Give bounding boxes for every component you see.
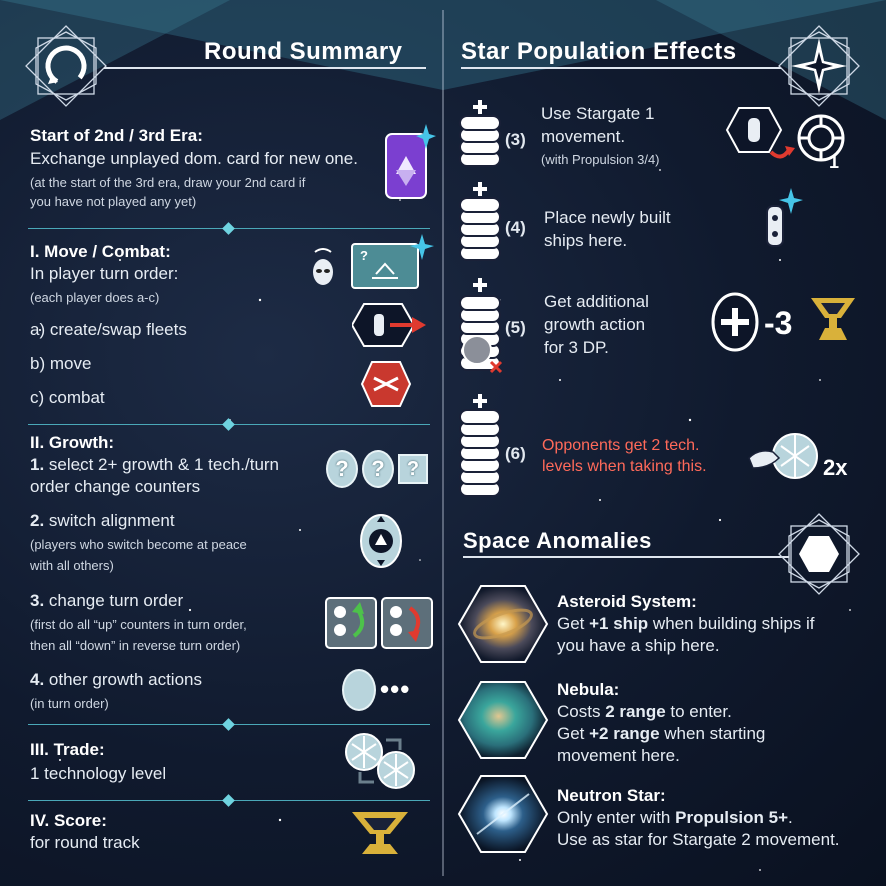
round-summary-title: Round Summary	[204, 38, 403, 65]
step-c-combat: c) combat	[30, 388, 105, 407]
growth-step-3: 3. change turn order	[30, 591, 184, 610]
round-summary-panel: Round Summary Start of 2nd / 3rd Era: Ex…	[0, 0, 442, 886]
nebula-title: Nebula:	[557, 680, 620, 699]
compass-star-icon	[778, 25, 860, 107]
star-population-title: Star Population Effects	[461, 38, 737, 65]
growth-counter-icon: ?	[362, 450, 394, 488]
space-anomalies-title: Space Anomalies	[463, 528, 652, 553]
svg-text:?: ?	[360, 248, 368, 263]
growth-step-2-note-2: with all others)	[30, 558, 114, 573]
move-combat-note: (each player does a-c)	[30, 290, 160, 305]
score-trophy-icon	[352, 812, 408, 854]
asteroid-system-line-2: you have a ship here.	[557, 636, 720, 655]
nebula-line-3: movement here.	[557, 746, 680, 765]
start-era-note-1: (at the start of the 3rd era, draw your …	[30, 175, 306, 190]
nebula-line-1: Costs 2 range to enter.	[557, 702, 732, 721]
trade-title: III. Trade:	[30, 740, 105, 759]
pop-5-line-2: growth action	[544, 315, 646, 334]
trade-text: 1 technology level	[30, 764, 167, 783]
separator-diamond	[222, 718, 235, 731]
header-underline	[461, 67, 781, 69]
population-stack-icon	[459, 278, 503, 374]
growth-step-2-note-1: (players who switch become at peace	[30, 537, 247, 552]
create-swap-fleets-icon	[352, 303, 426, 347]
separator-diamond	[222, 222, 235, 235]
step-b-move: b) move	[30, 354, 92, 373]
neutron-star-line-1: Only enter with Propulsion 5+.	[557, 808, 793, 827]
pop-3-line-1: Use Stargate 1	[541, 104, 655, 123]
pop-6-line-2: levels when taking this.	[542, 458, 707, 475]
population-stack-icon	[459, 100, 501, 167]
hexagon-anomaly-icon	[778, 513, 860, 595]
neutron-star-title: Neutron Star:	[557, 786, 666, 805]
growth-step-1-line-2: order change counters	[30, 477, 201, 496]
growth-step-4-note: (in turn order)	[30, 696, 109, 711]
round-cycle-icon	[25, 25, 107, 107]
tech-multiplier: 2x	[823, 455, 848, 480]
pop-5-line-1: Get additional	[544, 292, 649, 311]
nebula-tile-icon	[457, 681, 549, 759]
stargate-movement-icon: 1	[725, 107, 845, 170]
alien-player-icon	[313, 248, 333, 285]
header-underline	[463, 556, 789, 558]
give-tech-levels-icon	[748, 433, 818, 479]
center-divider	[442, 10, 444, 876]
neutron-star-tile-icon	[457, 775, 549, 853]
separator-diamond	[222, 794, 235, 807]
trade-technology-icon	[345, 733, 415, 789]
combat-icon	[360, 361, 412, 407]
turn-order-counters-icon	[325, 597, 433, 649]
start-era-text: Exchange unplayed dom. card for new one.	[30, 149, 358, 168]
population-level-6: (6)	[505, 444, 526, 463]
growth-step-1: 1. select 2+ growth & 1 tech./turn	[30, 455, 280, 474]
svg-text:-3: -3	[764, 305, 792, 341]
score-title: IV. Score:	[30, 811, 107, 830]
domination-card-icon	[385, 124, 436, 199]
score-text: for round track	[30, 833, 140, 852]
growth-action-dp-icon: -3	[711, 292, 855, 352]
growth-counter-icon	[342, 669, 376, 711]
asteroid-system-tile-icon	[457, 585, 549, 663]
step-a-create-swap-fleets: a) create/swap fleets	[30, 320, 187, 339]
neutron-star-line-2: Use as star for Stargate 2 movement.	[557, 830, 840, 849]
start-era-note-2: you have not played any yet)	[30, 194, 197, 209]
move-combat-text: In player turn order:	[30, 264, 179, 283]
population-stack-icon	[459, 394, 501, 497]
growth-title: II. Growth:	[30, 433, 115, 452]
alien-card-icon: ?	[351, 234, 434, 289]
svg-text:1: 1	[829, 152, 839, 170]
more-actions-icon: •••	[380, 674, 411, 704]
nebula-line-2: Get +2 range when starting	[557, 724, 766, 743]
switch-alignment-icon	[360, 514, 402, 568]
population-stack-icon	[459, 182, 501, 261]
pop-4-line-2: ships here.	[544, 231, 628, 250]
growth-step-4: 4. other growth actions	[30, 670, 202, 689]
growth-step-3-note-1: (first do all “up” counters in turn orde…	[30, 617, 247, 632]
growth-step-2: 2. switch alignment	[30, 511, 175, 530]
pop-3-line-2: movement.	[541, 127, 626, 146]
pop-6-line-1: Opponents get 2 tech.	[542, 437, 700, 454]
start-era-title: Start of 2nd / 3rd Era:	[30, 126, 203, 145]
population-level-4: (4)	[505, 218, 526, 237]
asteroid-system-title: Asteroid System:	[557, 592, 697, 611]
growth-counter-icon: ?	[326, 450, 358, 488]
star-population-panel: Star Population Effects (3) Use Stargate…	[445, 0, 886, 886]
pop-4-line-1: Place newly built	[544, 208, 671, 227]
population-level-3: (3)	[505, 130, 526, 149]
asteroid-system-line-1: Get +1 ship when building ships if	[557, 614, 815, 633]
tech-counter-icon: ?	[398, 454, 428, 484]
pop-5-line-3: for 3 DP.	[544, 338, 609, 357]
population-level-5: (5)	[505, 318, 526, 337]
growth-step-3-note-2: then all “down” in reverse turn order)	[30, 638, 241, 653]
ship-build-icon	[766, 188, 803, 247]
move-combat-title: I. Move / Combat:	[30, 242, 171, 261]
separator-diamond	[222, 418, 235, 431]
pop-3-note: (with Propulsion 3/4)	[541, 152, 660, 167]
header-underline	[104, 67, 426, 69]
